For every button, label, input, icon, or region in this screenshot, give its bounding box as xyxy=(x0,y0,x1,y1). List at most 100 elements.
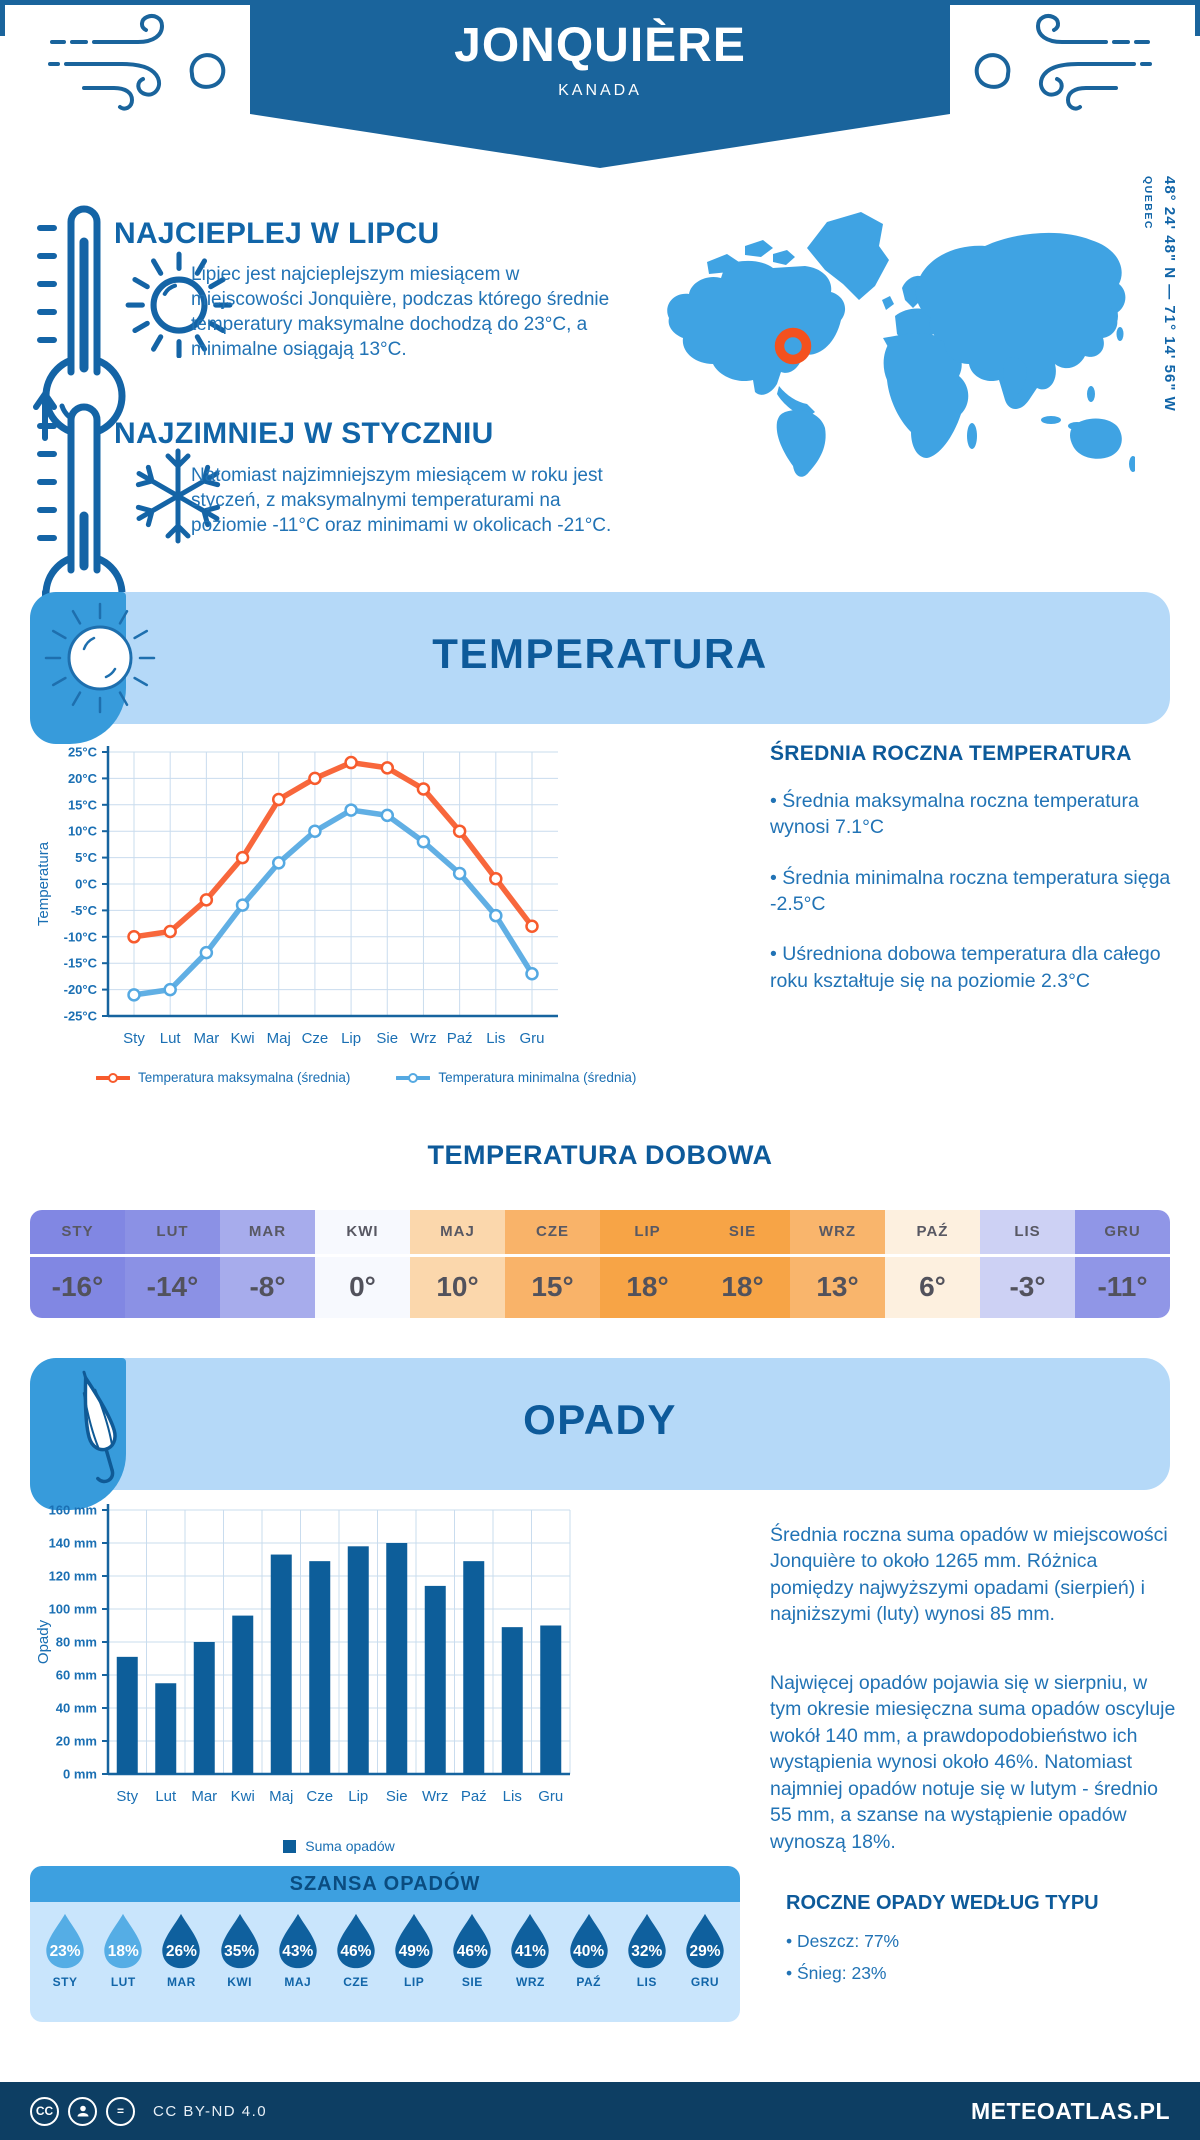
south-america xyxy=(776,409,826,477)
legend-item: Temperatura maksymalna (średnia) xyxy=(96,1070,350,1085)
svg-text:Sty: Sty xyxy=(123,1030,145,1047)
temp-chart-ylabel: Temperatura xyxy=(35,841,52,926)
drop-month-label: GRU xyxy=(690,1975,720,1989)
drop-percentage: 23% xyxy=(49,1943,81,1960)
drop-month-label: STY xyxy=(52,1975,78,1989)
table-month-header: LUT xyxy=(125,1210,220,1257)
svg-text:20 mm: 20 mm xyxy=(56,1734,97,1749)
table-month-header: MAJ xyxy=(410,1210,505,1257)
svg-text:10°C: 10°C xyxy=(68,824,98,839)
top-right-border xyxy=(1195,0,1200,36)
svg-text:-20°C: -20°C xyxy=(64,982,98,997)
map-coordinates-block: QUEBEC 48° 24' 48" N — 71° 14' 56" W xyxy=(1142,176,1178,412)
precipitation-paragraph-1: Średnia roczna suma opadów w miejscowośc… xyxy=(770,1523,1168,1626)
svg-text:Sie: Sie xyxy=(376,1030,398,1047)
precip-drop: 29% GRU xyxy=(676,1912,734,2022)
arctic-islands xyxy=(707,240,795,274)
madagascar xyxy=(967,423,977,449)
table-value-cell: 15° xyxy=(505,1257,600,1318)
annual-temperature-block: ŚREDNIA ROCZNA TEMPERATURA • Średnia mak… xyxy=(770,742,1174,1018)
svg-text:120 mm: 120 mm xyxy=(49,1569,97,1584)
precip-drop: 46% SIE xyxy=(443,1912,501,2022)
temperature-chart-legend: Temperatura maksymalna (średnia) Temperat… xyxy=(96,1070,636,1085)
svg-text:-25°C: -25°C xyxy=(64,1009,98,1024)
type-bullet-rain: • Deszcz: 77% xyxy=(786,1931,900,1951)
coldest-month-text: Natomiast najzimniejszym miesiącem w rok… xyxy=(191,465,612,537)
drop-month-label: LUT xyxy=(110,1975,136,1989)
temperature-line-chart: Temperatura -25°C -20°C -15°C -10°C -5°C 0°C 5… xyxy=(35,745,558,1047)
water-drop-icon xyxy=(220,1913,259,1969)
svg-text:140 mm: 140 mm xyxy=(49,1536,97,1551)
svg-text:Paź: Paź xyxy=(461,1788,487,1805)
drop-month-label: CZE xyxy=(343,1975,369,1989)
australia xyxy=(1070,418,1122,459)
asia xyxy=(915,232,1126,409)
svg-text:25°C: 25°C xyxy=(68,745,98,760)
table-month-header: PAŹ xyxy=(885,1210,980,1257)
warmest-month-heading: NAJCIEPLEJ W LIPCU xyxy=(114,216,440,250)
type-bullet-snow: • Śnieg: 23% xyxy=(786,1963,887,1983)
table-month-header: MAR xyxy=(220,1210,315,1257)
wind-icon xyxy=(48,14,226,111)
region-label: QUEBEC xyxy=(1142,176,1154,230)
precip-drop: 35% KWI xyxy=(211,1912,269,2022)
svg-text:40 mm: 40 mm xyxy=(56,1701,97,1716)
wind-icon xyxy=(974,14,1152,111)
cc-icon: CC xyxy=(30,2096,59,2126)
greenland xyxy=(807,212,889,300)
drop-percentage: 46% xyxy=(456,1943,488,1960)
table-value-cell: -8° xyxy=(220,1257,315,1318)
nd-icon: = xyxy=(106,2096,135,2126)
water-drop-icon xyxy=(628,1913,666,1969)
banner-background xyxy=(92,592,1170,724)
drop-percentage: 18% xyxy=(107,1943,139,1960)
license-label: CC BY-ND 4.0 xyxy=(153,2102,268,2120)
svg-text:-15°C: -15°C xyxy=(64,956,98,971)
legend-line-icon xyxy=(96,1072,130,1083)
annual-temperature-heading: ŚREDNIA ROCZNA TEMPERATURA xyxy=(770,742,1132,765)
table-month-header: WRZ xyxy=(790,1210,885,1257)
precip-drop: 41% WRZ xyxy=(501,1912,559,2022)
water-drop-icon xyxy=(46,1913,84,1969)
table-month-header: GRU xyxy=(1075,1210,1170,1257)
svg-text:160 mm: 160 mm xyxy=(49,1503,97,1518)
svg-text:Cze: Cze xyxy=(306,1788,333,1805)
precipitation-section-title: OPADY xyxy=(523,1396,677,1443)
table-value-cell: -14° xyxy=(125,1257,220,1318)
legend-line-icon xyxy=(396,1072,431,1083)
header-banner: JONQUIÈRE KANADA xyxy=(250,0,950,172)
svg-text:5°C: 5°C xyxy=(75,850,97,865)
page-subtitle: KANADA xyxy=(558,82,642,99)
daily-temperature-table: STY LUT MAR KWI MAJ CZE LIP SIE WRZ PAŹ LIS GRU -16°… xyxy=(30,1210,1170,1318)
new-zealand xyxy=(1129,456,1135,472)
precip-drop: 23% STY xyxy=(36,1912,94,2022)
table-value-cell: -16° xyxy=(30,1257,125,1318)
precip-drop: 43% MAJ xyxy=(269,1912,327,2022)
drop-percentage: 26% xyxy=(165,1943,197,1960)
table-month-header: STY xyxy=(30,1210,125,1257)
page-title: JONQUIÈRE xyxy=(454,19,746,72)
svg-text:Wrz: Wrz xyxy=(422,1788,448,1805)
water-drop-icon xyxy=(686,1913,724,1969)
banner-background xyxy=(92,1358,1170,1490)
drop-month-label: PAŹ xyxy=(576,1975,601,1989)
precipitation-paragraph-2: Najwięcej opadów pojawia się w sierpniu,… xyxy=(770,1671,1176,1853)
table-value-cell: -3° xyxy=(980,1257,1075,1318)
indonesia-1 xyxy=(1041,416,1061,424)
drop-month-label: LIP xyxy=(404,1975,425,1989)
legend-item: Temperatura minimalna (średnia) xyxy=(396,1070,636,1085)
uk xyxy=(882,296,894,310)
precip-drop: 46% CZE xyxy=(327,1912,385,2022)
svg-text:Kwi: Kwi xyxy=(231,1788,255,1805)
svg-text:0°C: 0°C xyxy=(75,877,97,892)
table-value-cell: 18° xyxy=(695,1257,790,1318)
precip-drop: 18% LUT xyxy=(94,1912,152,2022)
europe-mainland xyxy=(895,308,938,342)
table-value-cell: 13° xyxy=(790,1257,885,1318)
coordinates-label: 48° 24' 48" N — 71° 14' 56" W xyxy=(1161,176,1178,412)
precip-chart-ylabel: Opady xyxy=(35,1619,52,1664)
precipitation-chance-panel: SZANSA OPADÓW 23% STY 18% LUT 26% MAR 35% KWI 43… xyxy=(30,1866,740,2022)
svg-text:Sty: Sty xyxy=(116,1788,138,1805)
footer: CC = CC BY-ND 4.0 METEOATLAS.PL xyxy=(0,2082,1200,2140)
legend-label: Suma opadów xyxy=(305,1838,395,1854)
